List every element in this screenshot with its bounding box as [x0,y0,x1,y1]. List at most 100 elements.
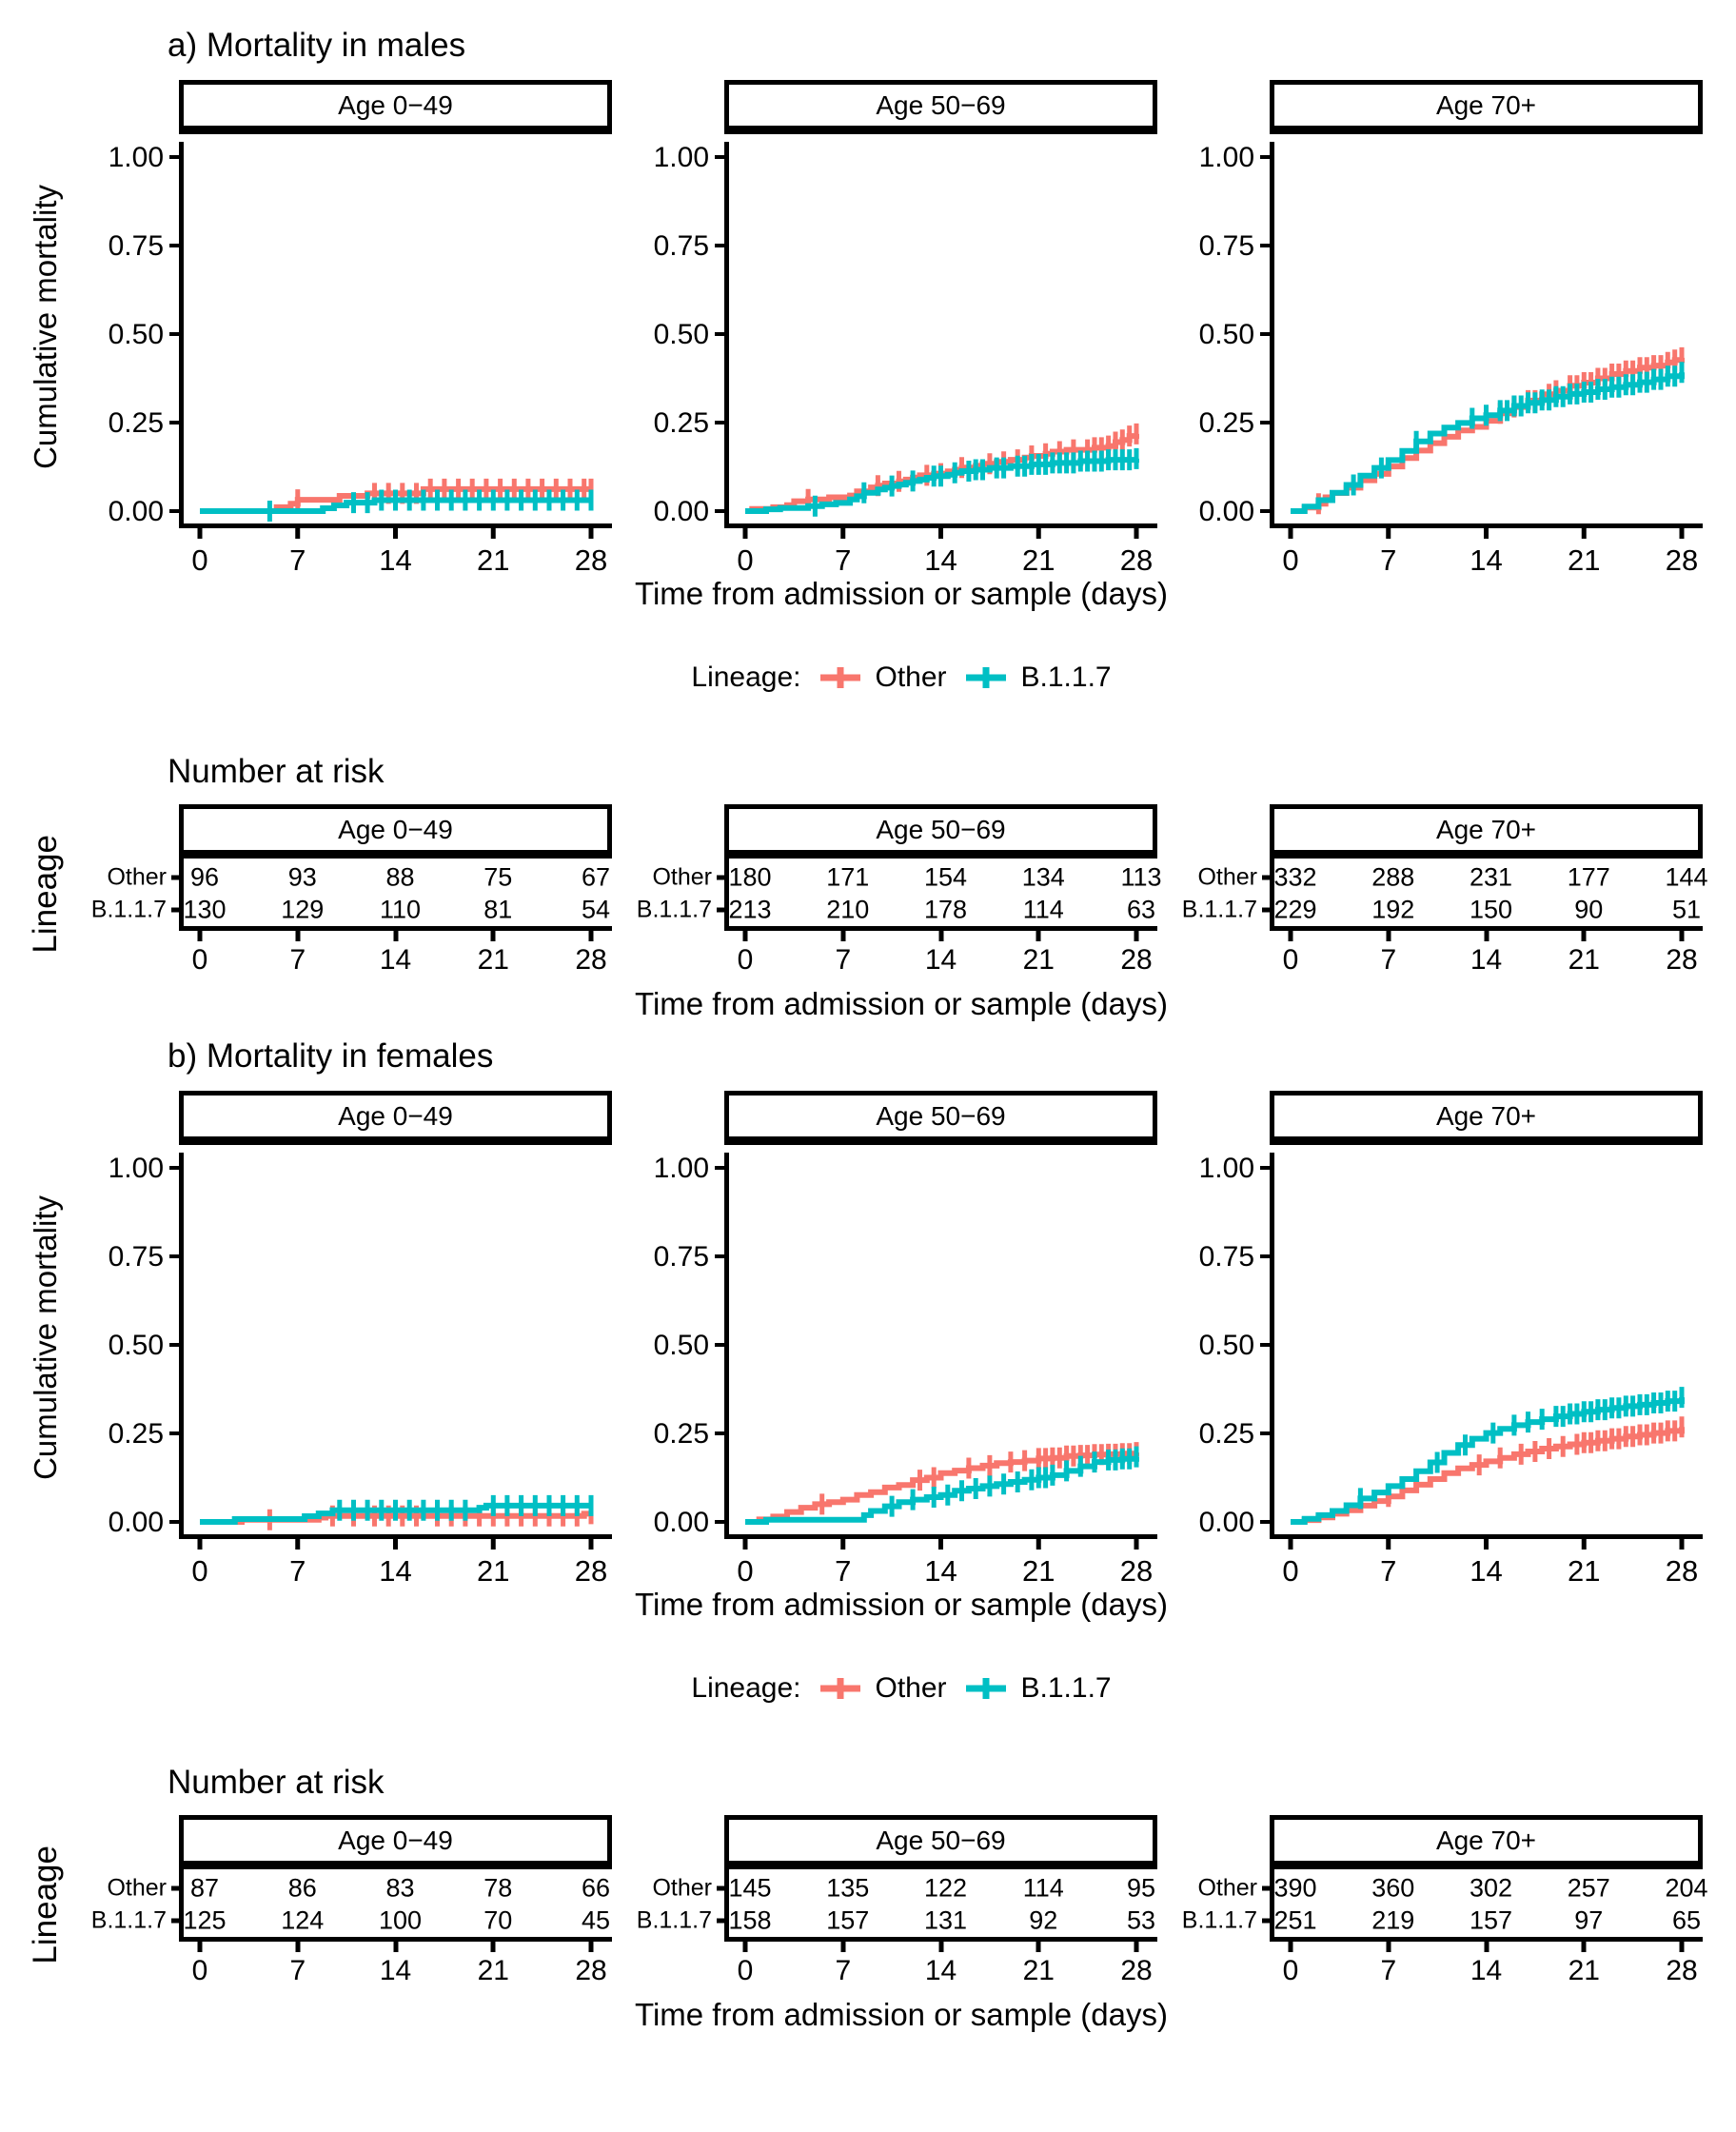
km-plot: 1.00 0.75 0.50 0.25 0.00 0 7 14 21 28 [108,142,612,574]
risk-row-tick [717,907,727,913]
risk-facet-strip-label: Age 0−49 [338,814,453,844]
risk-panel-age-70: Age 70+ Other 332 288 231 177 144 B.1.1.7 229 19… [1157,804,1708,984]
risk-x-tick-label: 21 [477,1955,509,1986]
risk-x-tick [938,931,943,941]
risk-x-tick [742,931,748,941]
y-tick-label: 0.50 [654,1330,709,1361]
risk-x-tick [295,1942,301,1952]
y-tick-label: 0.00 [1199,1507,1254,1538]
y-tick-label: 0.75 [1199,230,1254,262]
section-title-males: a) Mortality in males [168,27,466,64]
y-tick-label: 0.50 [108,1330,164,1361]
risk-facet-strip-label: Age 0−49 [338,1825,453,1855]
risk-x-tick-label: 21 [477,944,509,976]
risk-count: 90 [1574,895,1604,924]
risk-x-tick-label: 7 [1380,1955,1397,1986]
y-tick-label: 0.75 [108,1241,164,1273]
risk-row-tick [717,875,727,880]
risk-count: 192 [1371,895,1415,924]
risk-count: 231 [1469,862,1513,892]
risk-count: 251 [1273,1905,1317,1935]
risk-count: 145 [728,1873,772,1903]
km-plot: 1.00 0.75 0.50 0.25 0.00 0 7 14 21 28 [108,1153,612,1585]
risk-axis: 0 7 14 21 28 [179,931,612,984]
facet-panel-age-50-69: Age 50−69 1.00 0.75 0.50 0.25 0.00 0 7 14 21 28 [612,80,1157,574]
risk-count: 51 [1671,895,1702,924]
risk-row-label: Other [652,1874,712,1902]
km-plot: 1.00 0.75 0.50 0.25 0.00 0 7 14 21 28 [1199,142,1703,574]
risk-facet-strip-label: Age 50−69 [876,1825,1006,1855]
km-plot: 1.00 0.75 0.50 0.25 0.00 0 7 14 21 28 [1199,1153,1703,1585]
risk-row-tick [171,875,182,880]
facet-strip: Age 50−69 [724,80,1157,134]
risk-count: 204 [1665,1873,1708,1903]
x-tick-label: 14 [379,1554,411,1585]
risk-x-tick-label: 7 [289,1955,306,1986]
risk-x-tick [1134,931,1139,941]
risk-count: 67 [581,862,611,892]
risk-y-axis-title-col: Lineage [25,804,67,984]
risk-x-tick-label: 21 [1568,944,1600,976]
section-females: b) Mortality in females Cumulative morta… [25,1037,1736,2035]
y-axis-title-col: Cumulative mortality [25,80,67,574]
facet-strip-label: Age 70+ [1435,89,1537,120]
risk-table: Other 390 360 302 257 204 B.1.1.7 251 219 157 97 65 [1182,1869,1708,1942]
legend-label: B.1.1.7 [1020,661,1112,693]
risk-count: 88 [385,862,415,892]
risk-count: 150 [1469,895,1513,924]
facet-strip: Age 50−69 [724,1091,1157,1145]
number-at-risk-row: Lineage Age 0−49 Other 87 86 83 78 66 B.1.1.7 1… [25,1815,1736,1995]
facet-strip: Age 0−49 [179,1091,612,1145]
y-tick-label: 0.75 [1199,1241,1254,1273]
risk-row-label: Other [1197,1874,1257,1902]
risk-x-tick-label: 7 [835,944,852,976]
legend-title: Lineage: [691,661,801,693]
risk-x-tick-label: 0 [737,944,754,976]
risk-count: 114 [1022,895,1064,924]
risk-x-tick-label: 7 [1380,944,1397,976]
risk-count: 92 [1029,1905,1058,1935]
risk-facet-strip-label: Age 70+ [1435,814,1537,844]
risk-count: 135 [826,1873,870,1903]
y-tick-label: 0.50 [108,319,164,350]
risk-row-tick [717,1885,727,1891]
legend-label: Other [875,661,947,693]
risk-x-tick [295,931,301,941]
x-tick-label: 7 [835,543,851,574]
km-curve-b-1-1-7 [1291,372,1685,514]
x-tick-label: 0 [191,543,207,574]
x-tick-label: 0 [737,543,753,574]
risk-x-tick [938,1942,943,1952]
risk-count: 53 [1126,1905,1156,1935]
y-tick-label: 0.25 [654,1418,709,1450]
risk-count: 124 [281,1905,325,1935]
x-tick-label: 0 [737,1554,753,1585]
risk-x-tick [1386,931,1391,941]
plots-row: Cumulative mortality Age 0−49 1.00 0.75 0.… [25,80,1736,574]
legend-item-other: Other [815,1671,947,1706]
risk-count: 302 [1469,1873,1513,1903]
risk-count: 332 [1273,862,1317,892]
legend-item-other: Other [815,661,947,695]
y-axis-title: Cumulative mortality [28,1195,63,1480]
risk-x-tick [197,1942,203,1952]
x-tick-label: 21 [1568,543,1600,574]
y-tick-label: 0.75 [108,230,164,262]
censor-marks-b-1-1-7 [812,447,1139,517]
x-tick-label: 14 [379,543,411,574]
risk-x-tick-label: 14 [924,944,957,976]
risk-row-label: B.1.1.7 [636,896,712,923]
risk-axis: 0 7 14 21 28 [724,931,1157,984]
risk-count: 213 [728,895,772,924]
y-tick-label: 0.00 [1199,496,1254,527]
risk-row-tick [717,1918,727,1924]
risk-x-tick-label: 28 [575,944,607,976]
risk-count: 157 [1469,1905,1513,1935]
y-tick-label: 0.25 [108,407,164,439]
risk-count: 125 [183,1905,227,1935]
facet-strip-label: Age 70+ [1435,1100,1537,1131]
risk-panel-age-50-69: Age 50−69 Other 145 135 122 114 95 B.1.1.7 158 1… [612,1815,1157,1995]
y-tick-label: 0.00 [108,496,164,527]
risk-y-axis-title: Lineage [27,835,64,954]
censor-marks-b-1-1-7 [889,1446,1139,1517]
